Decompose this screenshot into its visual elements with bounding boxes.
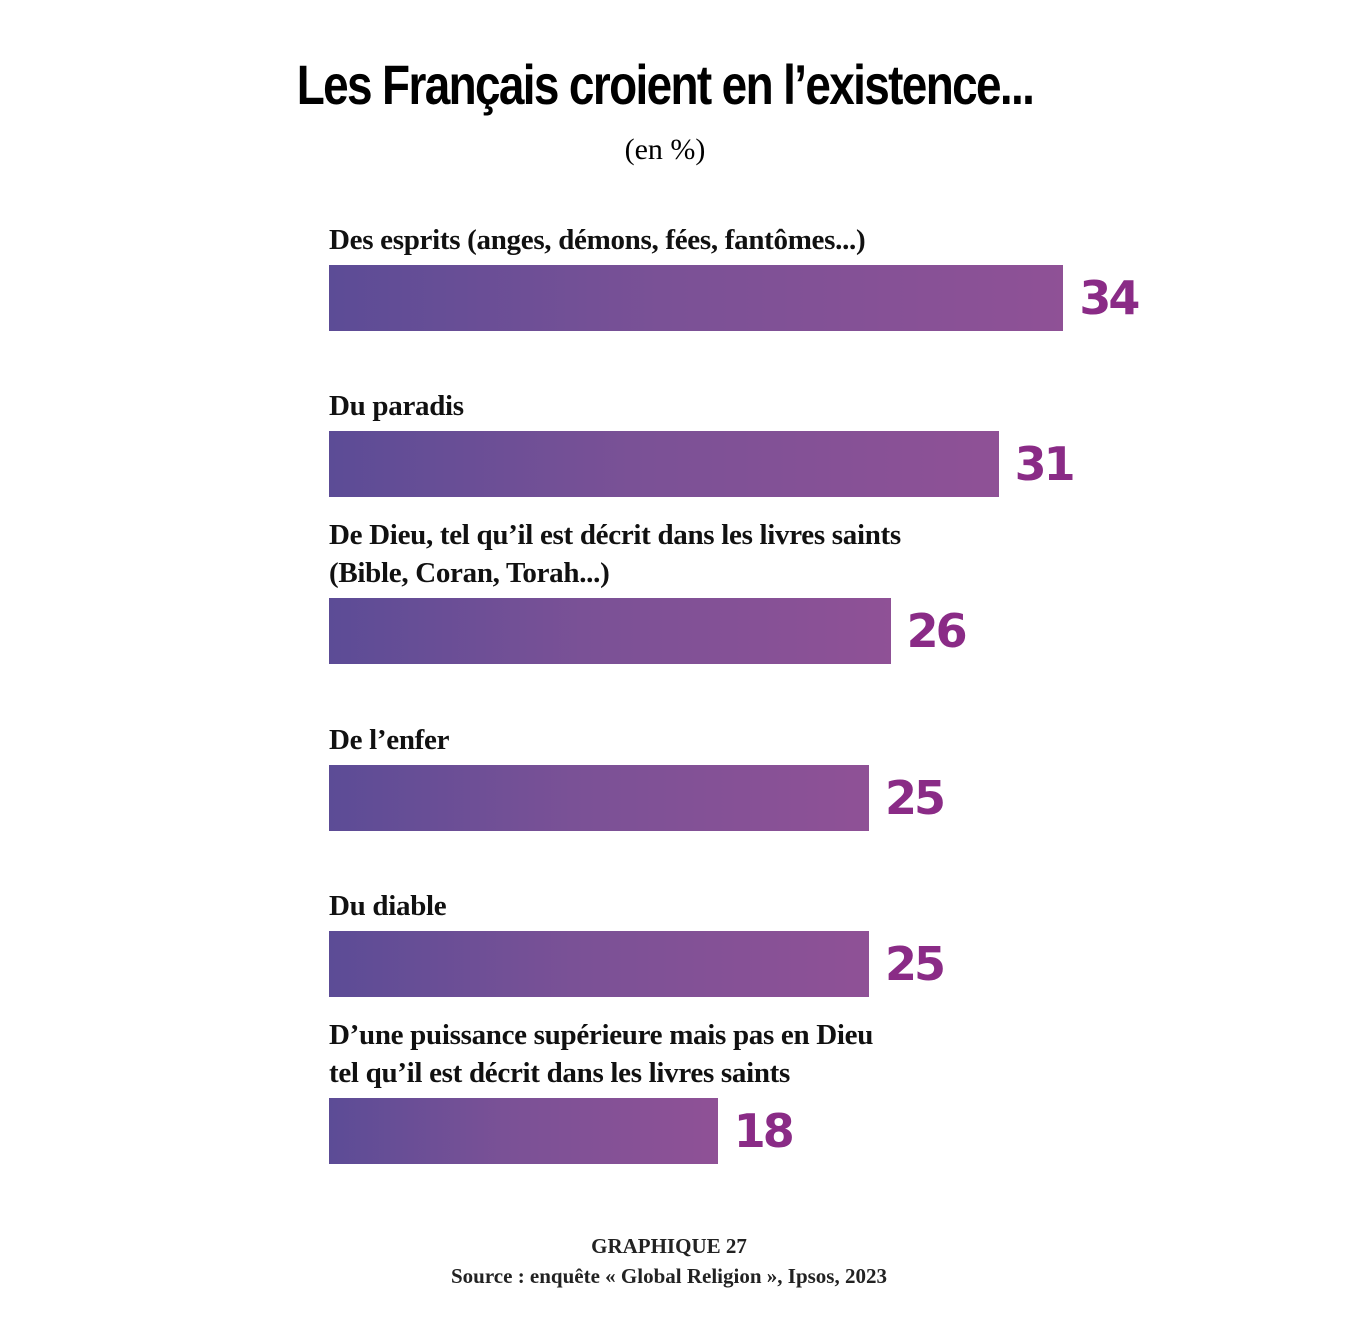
bar <box>329 431 999 497</box>
category-label: De l’enfer <box>329 724 450 756</box>
category-label: Des esprits (anges, démons, fées, fantôm… <box>329 224 866 256</box>
value-label: 25 <box>885 937 946 991</box>
value-label: 25 <box>885 771 946 825</box>
category-label: De Dieu, tel qu’il est décrit dans les l… <box>329 519 901 551</box>
category-label: tel qu’il est décrit dans les livres sai… <box>329 1057 791 1089</box>
chart-title: Les Français croient en l’existence... <box>296 53 1035 116</box>
value-label: 31 <box>1014 437 1076 491</box>
source-note: Source : enquête « Global Religion », Ip… <box>451 1264 887 1288</box>
bar <box>329 931 869 997</box>
category-label: D’une puissance supérieure mais pas en D… <box>329 1019 874 1051</box>
bar <box>329 598 891 664</box>
value-label: 18 <box>733 1104 795 1158</box>
value-label: 34 <box>1079 271 1140 325</box>
bar <box>329 265 1064 331</box>
bar <box>329 765 869 831</box>
graph-number: GRAPHIQUE 27 <box>591 1234 747 1258</box>
category-label: Du paradis <box>329 390 464 422</box>
bar <box>329 1098 718 1164</box>
category-label: Du diable <box>329 890 447 922</box>
value-label: 26 <box>906 604 968 658</box>
category-label: (Bible, Coran, Torah...) <box>329 557 610 589</box>
chart-subtitle: (en %) <box>624 133 706 166</box>
